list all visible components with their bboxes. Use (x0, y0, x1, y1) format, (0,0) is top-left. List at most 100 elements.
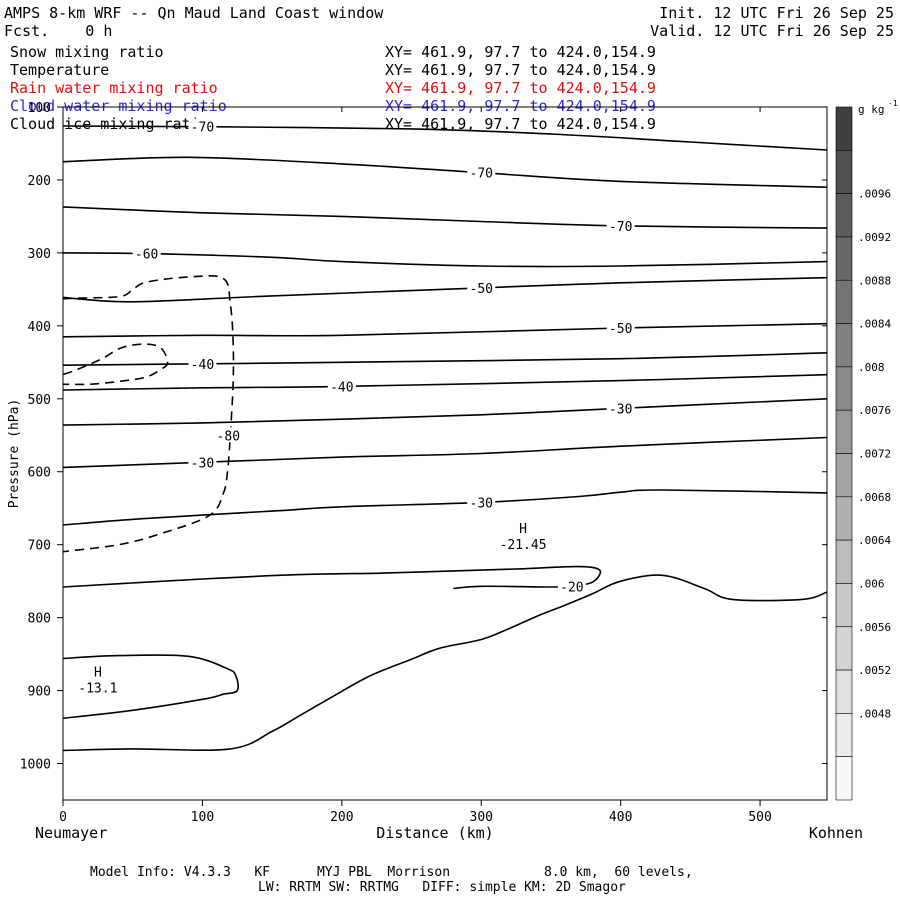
init-time: Init. 12 UTC Fri 26 Sep 25 (659, 4, 894, 22)
colorbar-tick-label: .0084 (858, 318, 891, 331)
temperature-contour-label: -70 (470, 167, 493, 182)
contour-label-bg (217, 427, 240, 443)
colorbar-tick-label: .0064 (858, 534, 891, 547)
legend-rain: Rain water mixing ratio (10, 79, 218, 97)
colorbar-swatch (835, 279, 853, 324)
y-tick-label: 400 (28, 320, 51, 335)
colorbar-swatch (835, 626, 853, 671)
colorbar-tick-label: .0068 (858, 491, 891, 504)
temperature-contour-label: -70 (191, 121, 214, 136)
temperature-contour-label: -30 (470, 496, 493, 511)
contour-label-bg (327, 378, 356, 394)
contour-label-bg (606, 320, 635, 336)
y-tick-label: 500 (28, 393, 51, 408)
x-tick-label: 0 (59, 810, 67, 825)
temperature-contour-label: -50 (609, 322, 632, 337)
legend-cloud-water-xy: XY= 461.9, 97.7 to 424.0,154.9 (385, 97, 656, 115)
temperature-contour-label: -50 (470, 282, 493, 297)
colorbar-tick-label: .0088 (858, 274, 891, 287)
colorbar-tick-label: .0096 (858, 188, 891, 201)
colorbar-swatch (835, 366, 853, 411)
colorbar-swatch (835, 323, 853, 368)
temperature-contour (63, 206, 827, 229)
colorbar-tick-label: .006 (858, 577, 885, 590)
contour-label-bg (557, 578, 586, 594)
snow-contour-label: -80 (217, 429, 240, 444)
colorbar-swatch (835, 583, 853, 628)
contour-label-bg (188, 355, 217, 371)
contour-label-bg (467, 164, 496, 180)
y-tick-label: 600 (28, 466, 51, 481)
y-axis-label: Pressure (hPa) (7, 399, 22, 509)
temperature-contour (63, 436, 827, 469)
x-axis-label: Distance (km) (376, 824, 493, 842)
colorbar-tick-label: .0072 (858, 448, 891, 461)
y-tick-label: 700 (28, 539, 51, 554)
contour-label-bg (132, 245, 161, 261)
temperature-contour (63, 276, 827, 303)
temperature-contour-label: -20 (560, 580, 583, 595)
high-marker: H (94, 666, 102, 681)
contour-label-bg (467, 494, 496, 510)
high-value: -13.1 (78, 682, 117, 697)
x-tick-label: 400 (609, 810, 632, 825)
forecast-hour: Fcst. 0 h (4, 22, 112, 40)
temperature-contour (63, 252, 827, 268)
legend-rain-xy: XY= 461.9, 97.7 to 424.0,154.9 (385, 79, 656, 97)
temperature-contour (63, 373, 827, 391)
temperature-contour (63, 654, 240, 720)
chart-title: AMPS 8-km WRF -- Qn Maud Land Coast wind… (4, 4, 384, 22)
legend-temperature: Temperature (10, 61, 110, 79)
contour-label-bg (188, 118, 217, 134)
legend-cloud-ice-xy: XY= 461.9, 97.7 to 424.0,154.9 (385, 115, 656, 133)
y-tick-label: 800 (28, 612, 51, 627)
colorbar-swatch (835, 193, 853, 238)
temperature-contour-label: -60 (135, 248, 158, 263)
colorbar-tick-label: .0076 (858, 404, 891, 417)
snow-contour (63, 274, 235, 553)
colorbar-swatch (835, 496, 853, 541)
forecast-value: 0 h (85, 22, 113, 40)
y-tick-label: 1000 (20, 758, 51, 773)
colorbar-swatch (835, 453, 853, 498)
colorbar-swatch (835, 539, 853, 584)
temperature-contour (63, 489, 827, 526)
model-info: Model Info: V4.3.3 KF MYJ PBL Morrison 8… (90, 865, 693, 880)
temperature-contour-label: -70 (609, 220, 632, 235)
x-tick-label: 300 (470, 810, 493, 825)
colorbar-tick-label: .008 (858, 361, 885, 374)
x-end-label: Kohnen (809, 824, 863, 842)
valid-time: Valid. 12 UTC Fri 26 Sep 25 (650, 22, 894, 40)
legend-snow: Snow mixing ratio (10, 43, 164, 61)
x-tick-label: 500 (748, 810, 771, 825)
y-tick-label: 900 (28, 685, 51, 700)
colorbar-tick-label: .0048 (858, 707, 891, 720)
temperature-contour-label: -30 (191, 456, 214, 471)
temperature-contour (63, 398, 827, 426)
temperature-contour-label: -30 (609, 402, 632, 417)
colorbar-swatch (835, 756, 853, 801)
colorbar-unit: g kg (858, 103, 885, 116)
contour-label-bg (188, 454, 217, 470)
y-tick-label: 200 (28, 174, 51, 189)
high-marker: H (519, 522, 527, 537)
plot-frame (62, 106, 828, 801)
x-tick-label: 100 (191, 810, 214, 825)
colorbar-swatch (835, 409, 853, 454)
legend-snow-xy: XY= 461.9, 97.7 to 424.0,154.9 (385, 43, 656, 61)
legend-cloud-water: Cloud water mixing ratio (10, 97, 227, 115)
y-tick-label: 100 (28, 101, 51, 116)
colorbar-tick-label: .0092 (858, 231, 891, 244)
contour-label-bg (606, 217, 635, 233)
x-tick-label: 200 (330, 810, 353, 825)
x-start-label: Neumayer (35, 824, 107, 842)
contour-label-bg (606, 400, 635, 416)
temperature-contour (63, 125, 827, 151)
model-physics: LW: RRTM SW: RRTMG DIFF: simple KM: 2D S… (258, 880, 626, 895)
colorbar-swatch (835, 106, 853, 151)
colorbar-swatch (835, 713, 853, 757)
colorbar-unit-exponent: -1 (888, 99, 898, 108)
temperature-contour-label: -40 (330, 380, 353, 395)
colorbar-swatch (835, 669, 853, 714)
